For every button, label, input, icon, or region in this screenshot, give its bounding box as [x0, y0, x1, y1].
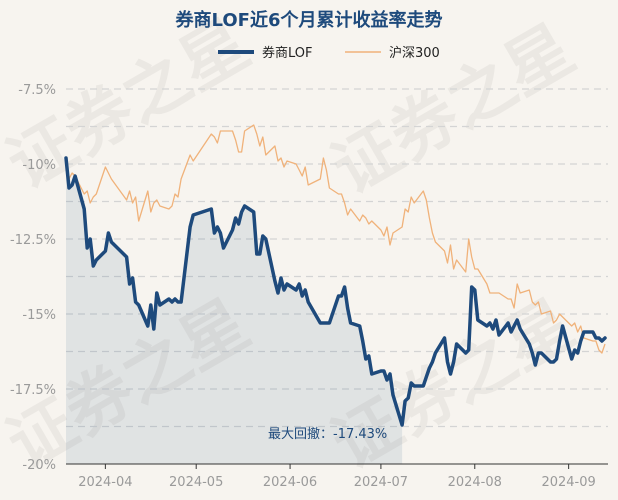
x-tick-label: 2024-04	[78, 475, 132, 490]
legend-label-hs300[interactable]: 沪深300	[389, 45, 440, 61]
y-tick-label: -10%	[22, 158, 56, 173]
x-tick-label: 2024-07	[354, 475, 408, 490]
y-tick-label: -12.5%	[10, 233, 56, 248]
area-layer	[66, 158, 403, 464]
series-line-hs300	[65, 124, 606, 354]
x-tick-label: 2024-08	[448, 475, 502, 490]
legend[interactable]: 券商LOF 沪深300	[218, 45, 440, 61]
y-tick-label: -20%	[22, 458, 56, 473]
y-tick-label: -17.5%	[10, 383, 56, 398]
x-tick-label: 2024-06	[263, 475, 317, 490]
y-tick-label: -7.5%	[18, 83, 56, 98]
x-tick-label: 2024-05	[169, 475, 223, 490]
chart-title: 券商LOF近6个月累计收益率走势	[175, 9, 443, 31]
drawdown-area	[66, 158, 403, 464]
legend-label-lof[interactable]: 券商LOF	[262, 45, 313, 61]
x-axis-ticks: 2024-04 2024-05 2024-06 2024-07 2024-08 2024-…	[78, 464, 596, 490]
watermark-1: 证券之星	[0, 5, 262, 204]
watermark-2: 证券之星	[320, 10, 587, 209]
max-drawdown-label: 最大回撤：-17.43%	[268, 426, 387, 442]
lines-layer	[64, 124, 607, 427]
series-line-lof	[64, 156, 607, 427]
y-axis-ticks: -7.5% -10% -12.5% -15% -17.5% -20%	[10, 83, 56, 473]
y-tick-label: -15%	[22, 308, 56, 323]
x-tick-label: 2024-09	[541, 475, 595, 490]
